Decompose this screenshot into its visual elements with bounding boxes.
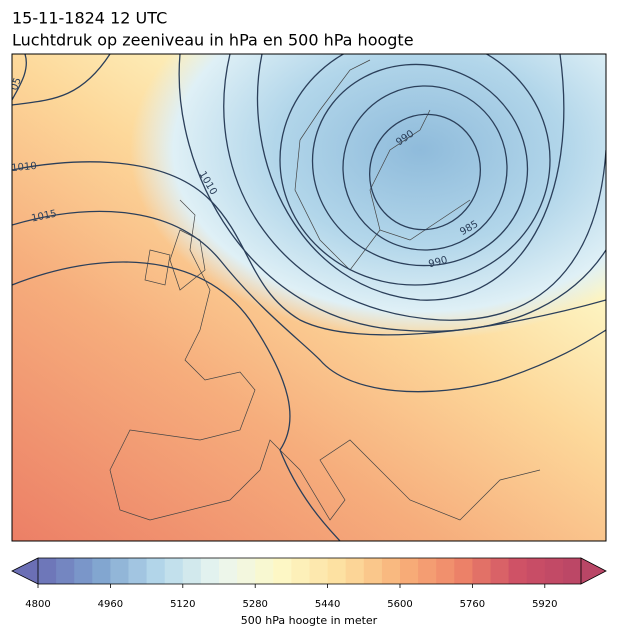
contour-label: 1015 xyxy=(31,208,58,224)
colorbar-tick-label: 5280 xyxy=(242,599,267,610)
colorbar-segment xyxy=(273,558,292,584)
colorbar-segment xyxy=(164,558,184,584)
colorbar-segment xyxy=(327,558,347,584)
colorbar-segment xyxy=(472,558,491,584)
colorbar-segment xyxy=(309,558,329,584)
colorbar-segment xyxy=(490,558,510,584)
contour-label: 990 xyxy=(427,255,448,271)
colorbar-segment xyxy=(74,558,93,584)
colorbar-segment xyxy=(345,558,365,584)
colorbar-segment xyxy=(38,558,57,584)
title: 15-11-1824 12 UTC xyxy=(12,9,167,28)
colorbar-segment xyxy=(454,558,473,584)
contour-label: 05 xyxy=(9,76,24,92)
coastlines xyxy=(109,59,541,521)
isobars xyxy=(12,54,606,541)
colorbar-tick-label: 5920 xyxy=(532,599,557,610)
colorbar-segment xyxy=(544,558,564,584)
colorbar-label: 500 hPa hoogte in meter xyxy=(241,614,378,627)
colorbar-tick-label: 4800 xyxy=(25,599,50,610)
colorbar-segment xyxy=(291,558,310,584)
colorbar-segment xyxy=(200,558,220,584)
colorbar-segment xyxy=(128,558,148,584)
colorbar-segment xyxy=(255,558,274,584)
colorbar: 4800 4960 5120 5280 5440 5600 5760 5920 xyxy=(11,557,607,610)
colorbar-segment xyxy=(526,558,546,584)
map-frame xyxy=(11,53,607,542)
colorbar-segment xyxy=(381,558,401,584)
colorbar-tick-label: 5600 xyxy=(387,599,412,610)
colorbar-segment xyxy=(418,558,437,584)
colorbar-segment xyxy=(146,558,166,584)
colorbar-extend-low xyxy=(11,557,39,585)
colorbar-tick-label: 4960 xyxy=(98,599,123,610)
colorbar-extend-high xyxy=(580,557,607,585)
colorbar-tick-label: 5760 xyxy=(460,599,485,610)
colorbar-tick-label: 5120 xyxy=(170,599,195,610)
colorbar-segment xyxy=(182,558,202,584)
subtitle: Luchtdruk op zeeniveau in hPa en 500 hPa… xyxy=(12,31,414,50)
colorbar-segment xyxy=(400,558,419,584)
colorbar-segment xyxy=(363,558,383,584)
colorbar-segment xyxy=(562,558,582,584)
colorbar-tick-label: 5440 xyxy=(315,599,340,610)
cold-field xyxy=(130,54,606,340)
colorbar-segment xyxy=(237,558,256,584)
colorbar-segment xyxy=(219,558,238,584)
colorbar-outline xyxy=(38,557,581,585)
colorbar-segment xyxy=(508,558,528,584)
colorbar-segment xyxy=(92,558,111,584)
colorbar-segment xyxy=(56,558,75,584)
contour-label: 1010 xyxy=(11,161,37,174)
colorbar-segment xyxy=(436,558,455,584)
colorbar-segment xyxy=(110,558,129,584)
